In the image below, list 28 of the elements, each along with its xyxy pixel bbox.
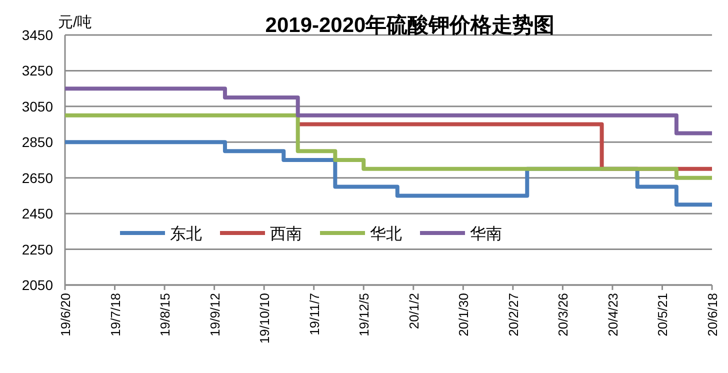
y-tick-label: 3250 [22,62,54,79]
x-tick-label: 19/7/18 [108,293,123,336]
x-tick-label: 20/5/21 [655,293,670,336]
y-tick-label: 3450 [22,27,54,43]
y-axis-title: 元/吨 [58,14,92,31]
x-tick-label: 19/11/7 [306,293,322,336]
x-tick-label: 19/6/20 [58,293,73,336]
x-tick-label: 20/1/2 [406,293,422,330]
x-tick-label: 20/6/18 [705,293,720,336]
y-tick-label: 3050 [22,98,54,114]
x-tick-label: 19/10/10 [257,293,272,344]
y-tick-label: 2250 [22,241,54,258]
y-tick-label: 2050 [22,277,54,293]
y-tick-label: 2450 [22,206,54,222]
legend-label: 华北 [370,225,402,243]
y-tick-label: 2650 [22,170,54,186]
x-tick-label: 20/4/23 [605,293,620,336]
y-tick-label: 2850 [22,134,54,150]
x-tick-label: 19/12/5 [356,293,372,336]
x-tick-label: 19/8/15 [158,293,173,336]
x-tick-label: 19/9/12 [207,293,222,336]
legend-label: 西南 [270,225,302,243]
legend-label: 东北 [170,225,202,243]
x-tick-label: 20/1/30 [456,293,472,336]
chart-title: 2019-2020年硫酸钾价格走势图 [265,13,555,37]
legend-label: 华南 [470,225,502,243]
x-tick-label: 20/3/26 [556,293,571,336]
x-tick-label: 20/2/27 [506,293,521,336]
